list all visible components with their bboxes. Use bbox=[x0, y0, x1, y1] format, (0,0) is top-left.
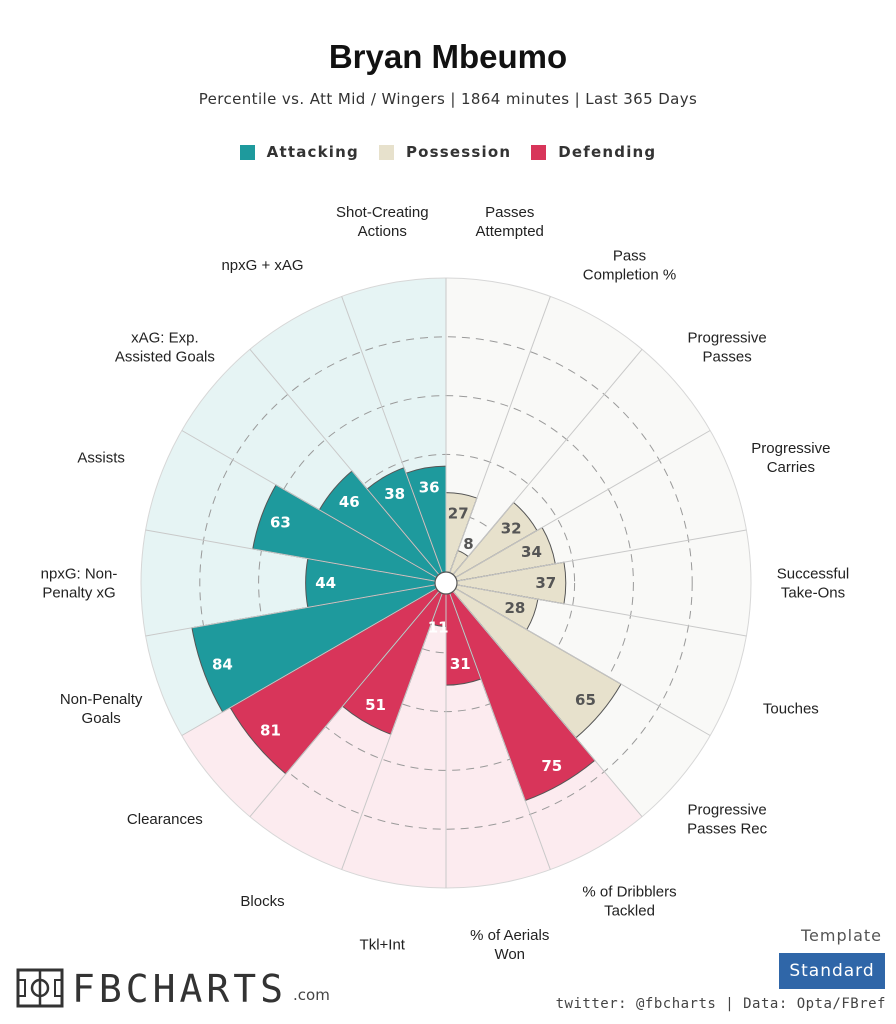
spoke bbox=[452, 591, 643, 817]
category-label-touches: Touches bbox=[763, 701, 819, 718]
legend-swatch-possession bbox=[378, 144, 394, 160]
spoke bbox=[249, 591, 440, 817]
legend-item-defending: Defending bbox=[531, 143, 656, 161]
value-label-progressive-passes-rec: 65 bbox=[575, 691, 596, 709]
spoke bbox=[249, 349, 440, 575]
value-labels: 36 27 8 32 34 37 28 65 75 31 11 51 81 84 44 63 46 38 bbox=[212, 479, 596, 776]
value-label-tkl-int: 11 bbox=[428, 618, 449, 636]
pitch-logo-icon bbox=[16, 968, 64, 1008]
legend-item-possession: Possession bbox=[378, 143, 512, 161]
category-label-shot-creating-actions: Shot-Creating Actions bbox=[336, 204, 429, 240]
value-label-of-aerials-won: 31 bbox=[450, 655, 471, 673]
background-wedge-tkl-int bbox=[341, 593, 446, 888]
spoke bbox=[181, 588, 437, 736]
category-label-progressive-passes: Progressive Passes bbox=[688, 330, 767, 366]
legend-label-attacking: Attacking bbox=[266, 143, 359, 161]
credits: twitter: @fbcharts | Data: Opta/FBref bbox=[555, 996, 886, 1012]
legend-label-possession: Possession bbox=[405, 143, 512, 161]
value-label-clearances: 81 bbox=[260, 721, 281, 739]
background-wedge-pass-completion bbox=[449, 296, 643, 575]
spoke bbox=[449, 296, 551, 573]
value-label-pass-completion: 8 bbox=[463, 535, 473, 553]
logo-suffix: .com bbox=[293, 986, 330, 1004]
spoke bbox=[341, 296, 443, 573]
spoke bbox=[456, 529, 747, 582]
value-label-blocks: 51 bbox=[365, 696, 386, 714]
category-label-pass-completion: Pass Completion % bbox=[583, 248, 676, 284]
value-label-npxg-non-penalty-xg: 44 bbox=[315, 574, 336, 592]
legend-item-attacking: Attacking bbox=[239, 143, 359, 161]
chart-title: Bryan Mbeumo bbox=[328, 38, 568, 75]
spokes bbox=[145, 278, 747, 888]
center-circle bbox=[434, 571, 458, 595]
value-label-xag-exp-assisted-goals: 46 bbox=[339, 493, 360, 511]
legend-label-defending: Defending bbox=[558, 143, 657, 161]
chart-subtitle: Percentile vs. Att Mid / Wingers | 1864 … bbox=[198, 90, 698, 108]
value-label-passes-attempted: 27 bbox=[448, 505, 469, 523]
category-label-progressive-passes-rec: Progressive Passes Rec bbox=[687, 801, 768, 837]
logo-text: FBCHARTS bbox=[72, 967, 288, 1011]
value-label-progressive-carries: 34 bbox=[521, 543, 542, 561]
spoke bbox=[145, 529, 436, 582]
category-label-clearances: Clearances bbox=[127, 811, 203, 828]
category-label-npxg-non-penalty-xg: npxG: Non-Penalty xG bbox=[41, 566, 118, 602]
template-badge: Standard bbox=[779, 953, 885, 989]
spoke bbox=[455, 588, 711, 736]
category-label-passes-attempted: Passes Attempted bbox=[476, 204, 544, 240]
category-label-xag-exp-assisted-goals: xAG: Exp. Assisted Goals bbox=[115, 330, 215, 366]
grid-ring-80 bbox=[199, 336, 693, 830]
category-label-of-dribblers-tackled: % of Dribblers Tackled bbox=[582, 883, 676, 919]
template-label: Template bbox=[800, 926, 882, 945]
fbcharts-logo: FBCHARTS .com bbox=[16, 968, 330, 1008]
spoke bbox=[449, 593, 551, 870]
spoke bbox=[452, 349, 643, 575]
spoke bbox=[456, 584, 747, 637]
category-label-tkl-int: Tkl+Int bbox=[360, 936, 406, 953]
category-label-npxg-xag: npxG + xAG bbox=[221, 257, 303, 274]
spoke bbox=[455, 430, 711, 578]
legend-swatch-defending bbox=[531, 144, 547, 160]
value-label-npxg-xag: 38 bbox=[384, 485, 405, 503]
category-label-assists: Assists bbox=[77, 449, 125, 466]
category-label-blocks: Blocks bbox=[240, 893, 284, 910]
value-label-of-dribblers-tackled: 75 bbox=[541, 757, 562, 775]
category-labels: Shot-Creating Actions Passes Attempted Pass C… bbox=[41, 204, 850, 963]
spoke bbox=[341, 593, 443, 870]
background-wedge-successful-take-ons bbox=[456, 530, 752, 636]
value-label-touches: 28 bbox=[504, 599, 525, 617]
value-label-shot-creating-actions: 36 bbox=[419, 479, 440, 497]
background-wedge-npxg-non-penalty-xg bbox=[140, 530, 436, 636]
value-label-non-penalty-goals: 84 bbox=[212, 655, 233, 673]
category-label-of-aerials-won: % of Aerials Won bbox=[470, 927, 549, 963]
spoke bbox=[145, 584, 436, 637]
value-label-successful-take-ons: 37 bbox=[535, 574, 556, 592]
value-label-progressive-passes: 32 bbox=[501, 519, 522, 537]
legend: Attacking Possession Defending bbox=[0, 143, 896, 161]
spoke bbox=[181, 430, 437, 578]
legend-swatch-attacking bbox=[239, 144, 255, 160]
category-label-progressive-carries: Progressive Carries bbox=[751, 440, 830, 476]
category-label-non-penalty-goals: Non-Penalty Goals bbox=[60, 691, 143, 727]
value-label-assists: 63 bbox=[270, 514, 291, 532]
category-label-successful-take-ons: Successful Take-Ons bbox=[777, 566, 850, 602]
